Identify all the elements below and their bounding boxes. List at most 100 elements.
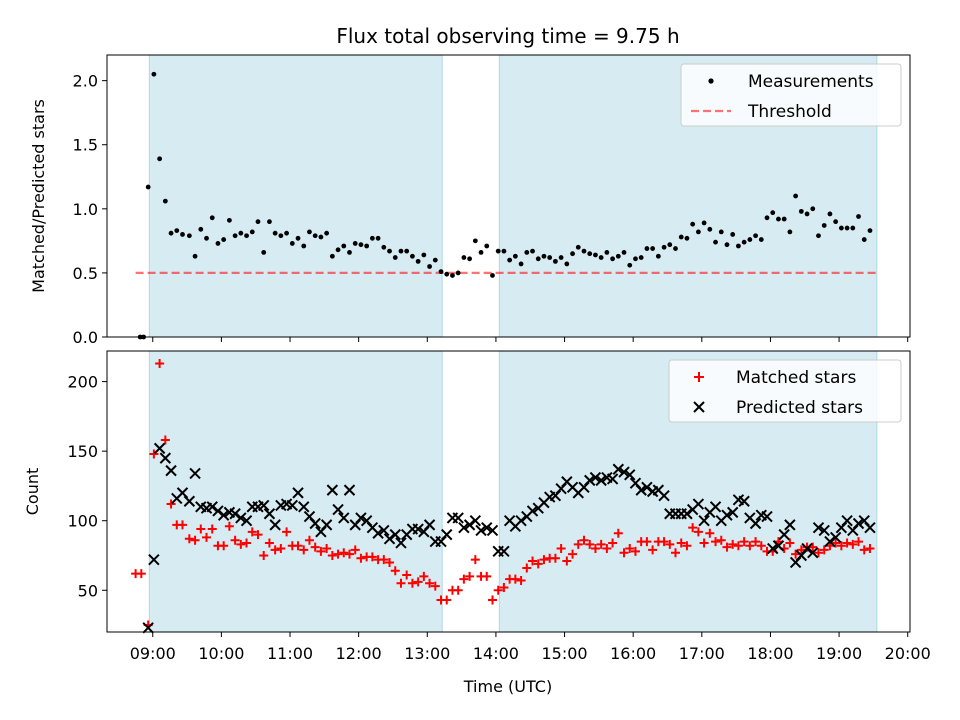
matched-point xyxy=(648,545,658,555)
predicted-point xyxy=(309,517,321,530)
matched-point xyxy=(230,535,240,545)
measurement-point xyxy=(861,237,867,242)
measurement-point xyxy=(764,215,770,221)
predicted-point xyxy=(469,515,482,527)
measurement-point xyxy=(289,241,295,246)
measurement-point xyxy=(856,214,861,219)
matched-point xyxy=(304,535,314,545)
matched-point xyxy=(202,532,212,542)
predicted-point xyxy=(458,521,470,534)
matched-point xyxy=(539,555,549,565)
matched-point xyxy=(316,546,326,556)
predicted-point xyxy=(269,519,281,531)
matched-point xyxy=(722,542,732,552)
measurement-point xyxy=(427,264,432,269)
measurement-point xyxy=(369,235,375,241)
y-tick-label: 0.0 xyxy=(73,328,98,347)
measurement-point xyxy=(741,239,747,245)
measurement-point xyxy=(518,261,524,267)
measurement-point xyxy=(701,220,707,226)
measurement-point xyxy=(587,251,593,257)
matched-point xyxy=(813,548,823,558)
predicted-point xyxy=(378,524,390,537)
measurement-point xyxy=(707,226,713,232)
matched-point xyxy=(745,541,755,551)
matched-point xyxy=(499,582,509,592)
measurement-point xyxy=(215,241,221,246)
measurement-point xyxy=(598,255,604,260)
measurement-point xyxy=(352,241,358,246)
measurement-point xyxy=(501,248,507,254)
measurement-point xyxy=(661,244,667,250)
y-tick-label: 50 xyxy=(78,581,98,600)
measurement-point xyxy=(610,256,615,262)
measurement-point xyxy=(478,250,484,255)
matched-point xyxy=(705,528,715,538)
measurement-point xyxy=(341,243,347,249)
matched-point xyxy=(630,546,640,556)
measurement-point xyxy=(180,232,185,237)
matched-point xyxy=(693,527,703,537)
x-tick-label: 15:00 xyxy=(541,644,587,663)
matched-point xyxy=(671,548,681,558)
x-tick-label: 20:00 xyxy=(885,644,931,663)
matched-point xyxy=(568,549,578,559)
measurement-point xyxy=(524,250,530,255)
measurement-point xyxy=(151,71,157,77)
legend-label: Predicted stars xyxy=(736,398,863,418)
measurement-point xyxy=(209,215,215,221)
measurement-point xyxy=(312,233,318,239)
measurement-point xyxy=(758,237,764,242)
predicted-point xyxy=(159,452,172,464)
measurement-point xyxy=(655,253,661,259)
x-tick-label: 10:00 xyxy=(198,644,244,663)
y-tick-label: 1.5 xyxy=(73,136,98,155)
measurement-point xyxy=(690,221,696,227)
predicted-point xyxy=(292,487,304,499)
measurement-point xyxy=(168,230,174,236)
predicted-point xyxy=(475,524,487,537)
measurement-point xyxy=(747,237,753,242)
matched-point xyxy=(177,520,187,530)
matched-point xyxy=(596,539,606,549)
x-tick-label: 18:00 xyxy=(747,644,793,663)
predicted-point xyxy=(641,481,653,494)
measurement-point xyxy=(444,271,450,277)
predicted-point xyxy=(486,524,499,537)
matched-point xyxy=(550,553,560,563)
matched-point xyxy=(528,556,538,566)
measurement-point xyxy=(421,252,427,258)
matched-point xyxy=(155,359,165,369)
predicted-point xyxy=(389,528,401,541)
measurement-point xyxy=(484,243,490,249)
predicted-point xyxy=(235,512,247,524)
measurement-point xyxy=(673,246,678,251)
plot-frame xyxy=(106,54,911,338)
matched-point xyxy=(819,545,829,555)
matched-point xyxy=(430,581,440,591)
measurement-point xyxy=(827,211,833,217)
measurement-point xyxy=(816,233,821,239)
matched-point xyxy=(482,571,492,581)
matched-point xyxy=(356,553,366,563)
count-panel: 50 100 150 200 09:00 10:00 11:00 12:00 13:00 14:0… xyxy=(23,350,931,663)
legend-label: Measurements xyxy=(748,72,874,92)
x-axis-label: Time (UTC) xyxy=(463,677,552,696)
predicted-point xyxy=(812,521,825,534)
measurement-point xyxy=(621,250,627,255)
predicted-point xyxy=(423,519,436,531)
matched-point xyxy=(459,574,469,584)
predicted-point xyxy=(778,528,790,541)
matched-point xyxy=(859,545,869,555)
measurement-point xyxy=(638,255,644,260)
matched-point xyxy=(728,539,738,549)
predicted-point xyxy=(212,505,224,517)
measurement-point xyxy=(570,251,575,257)
y-tick-label: 2.0 xyxy=(73,72,98,91)
predicted-point xyxy=(767,542,779,555)
measurement-point xyxy=(667,242,673,248)
x-tick-label: 19:00 xyxy=(816,644,862,663)
measurement-point xyxy=(644,246,650,251)
matched-point xyxy=(390,566,400,576)
measurement-point xyxy=(695,229,701,235)
